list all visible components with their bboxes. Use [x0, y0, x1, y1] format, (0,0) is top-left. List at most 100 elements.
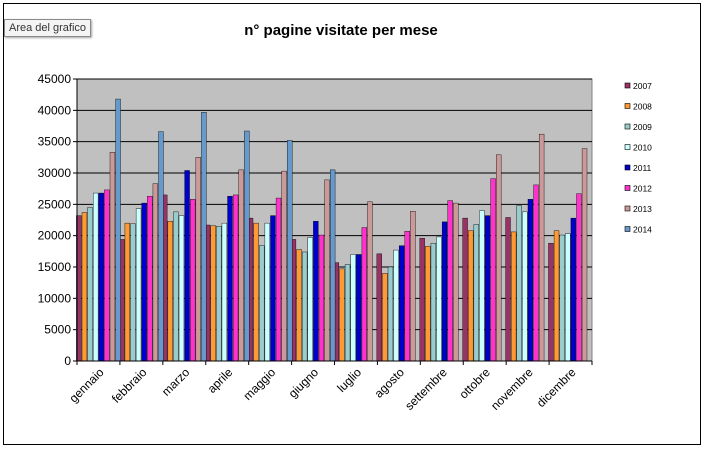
bar-ottobre-2009[interactable] [473, 224, 479, 362]
bar-luglio-2010[interactable] [350, 254, 356, 362]
bar-dicembre-2009[interactable] [559, 234, 565, 362]
bar-maggio-2012[interactable] [275, 197, 282, 362]
bars-group [76, 98, 588, 362]
x-tick-label: aprile [205, 365, 236, 396]
bar-marzo-2008[interactable] [167, 221, 173, 362]
bar-marzo-2012[interactable] [190, 199, 196, 362]
bar-febbraio-2014[interactable] [158, 131, 164, 362]
bar-febbraio-2009[interactable] [130, 223, 136, 362]
legend-label-2007: 2007 [633, 81, 652, 91]
bar-giugno-2013[interactable] [324, 179, 330, 362]
bar-dicembre-2007[interactable] [548, 242, 554, 362]
bar-ottobre-2011[interactable] [484, 215, 491, 362]
bar-maggio-2010[interactable] [264, 222, 270, 362]
bar-luglio-2013[interactable] [367, 201, 373, 362]
bar-settembre-2008[interactable] [425, 246, 431, 362]
bar-marzo-2009[interactable] [173, 211, 179, 362]
bar-febbraio-2013[interactable] [152, 183, 159, 362]
bar-aprile-2009[interactable] [216, 226, 222, 362]
bar-giugno-2010[interactable] [307, 237, 313, 362]
bar-dicembre-2013[interactable] [581, 148, 588, 362]
chart-area-tooltip: Area del grafico [4, 19, 92, 37]
bar-agosto-2010[interactable] [393, 249, 399, 362]
bar-febbraio-2010[interactable] [135, 208, 142, 362]
bar-novembre-2007[interactable] [505, 217, 511, 362]
bar-luglio-2011[interactable] [356, 254, 362, 362]
x-tick-label: febbraio [109, 365, 150, 406]
bar-dicembre-2010[interactable] [565, 233, 571, 362]
chart-area[interactable]: n° pagine visitate per mese 0 5000 10000 15… [3, 3, 701, 445]
bar-agosto-2007[interactable] [376, 253, 382, 362]
bar-marzo-2014[interactable] [201, 112, 207, 362]
bar-dicembre-2012[interactable] [576, 193, 582, 362]
bar-giugno-2014[interactable] [329, 169, 336, 362]
bar-gennaio-2009[interactable] [87, 207, 93, 362]
bar-agosto-2012[interactable] [404, 231, 410, 362]
bar-settembre-2009[interactable] [430, 242, 437, 362]
bar-agosto-2011[interactable] [399, 245, 405, 362]
bar-giugno-2009[interactable] [301, 251, 308, 362]
bar-novembre-2012[interactable] [533, 184, 539, 362]
bar-gennaio-2008[interactable] [81, 212, 88, 362]
bar-gennaio-2012[interactable] [104, 189, 110, 362]
bar-novembre-2010[interactable] [522, 211, 528, 362]
bar-ottobre-2012[interactable] [490, 178, 496, 362]
bar-febbraio-2011[interactable] [141, 202, 147, 362]
bar-novembre-2009[interactable] [516, 205, 522, 362]
bar-novembre-2013[interactable] [538, 133, 545, 362]
legend-swatch-2013 [624, 205, 631, 212]
bar-ottobre-2007[interactable] [462, 217, 468, 362]
bar-gennaio-2010[interactable] [93, 192, 99, 362]
bar-aprile-2014[interactable] [244, 130, 250, 362]
bar-gennaio-2014[interactable] [115, 98, 121, 362]
bar-marzo-2013[interactable] [195, 157, 201, 362]
legend-swatch-2012 [624, 185, 631, 191]
x-tick-labels: gennaio febbraio marzo aprile maggio giugno lu… [66, 365, 578, 413]
bar-settembre-2010[interactable] [436, 236, 442, 362]
bar-maggio-2013[interactable] [281, 170, 287, 362]
bar-novembre-2011[interactable] [527, 199, 534, 362]
bar-novembre-2008[interactable] [510, 231, 517, 362]
bar-aprile-2013[interactable] [238, 169, 244, 362]
legend-label-2014: 2014 [633, 225, 652, 235]
legend-label-2013: 2013 [633, 204, 652, 214]
bar-agosto-2008[interactable] [382, 273, 388, 362]
bar-ottobre-2010[interactable] [479, 210, 485, 362]
bar-agosto-2013[interactable] [410, 211, 416, 362]
bar-aprile-2010[interactable] [221, 222, 228, 362]
y-tick-label: 20000 [38, 229, 72, 243]
bar-febbraio-2012[interactable] [147, 195, 153, 362]
bar-gennaio-2011[interactable] [98, 192, 104, 362]
bar-marzo-2010[interactable] [178, 215, 185, 362]
bar-giugno-2008[interactable] [296, 249, 302, 362]
bar-ottobre-2013[interactable] [496, 154, 502, 362]
bar-dicembre-2011[interactable] [570, 217, 576, 362]
bar-marzo-2011[interactable] [184, 170, 190, 362]
bar-agosto-2009[interactable] [387, 266, 394, 362]
bar-ottobre-2008[interactable] [468, 230, 474, 362]
bar-febbraio-2008[interactable] [124, 222, 131, 362]
bar-luglio-2008[interactable] [339, 268, 345, 362]
bar-settembre-2007[interactable] [419, 237, 425, 362]
bar-dicembre-2008[interactable] [553, 230, 560, 362]
bar-gennaio-2013[interactable] [109, 152, 116, 362]
bar-maggio-2011[interactable] [270, 215, 276, 362]
bar-aprile-2008[interactable] [210, 225, 216, 362]
bar-maggio-2009[interactable] [259, 245, 265, 362]
bar-luglio-2012[interactable] [361, 227, 368, 362]
bar-luglio-2009[interactable] [344, 264, 351, 362]
bar-settembre-2011[interactable] [441, 221, 448, 362]
legend-label-2009: 2009 [633, 122, 652, 132]
bar-settembre-2012[interactable] [447, 200, 453, 362]
y-tick-labels: 0 5000 10000 15000 20000 25000 30000 35000 40000… [38, 72, 72, 368]
bar-settembre-2013[interactable] [453, 202, 459, 362]
bar-aprile-2012[interactable] [232, 194, 239, 362]
chart-title: n° pagine visitate per mese [244, 22, 438, 39]
bar-giugno-2012[interactable] [318, 234, 325, 362]
legend-swatch-2014 [624, 226, 631, 232]
bar-maggio-2014[interactable] [287, 140, 293, 362]
bar-giugno-2011[interactable] [313, 221, 319, 362]
bar-aprile-2011[interactable] [227, 195, 233, 362]
bar-chart: n° pagine visitate per mese 0 5000 10000 15… [38, 22, 678, 413]
bar-maggio-2008[interactable] [253, 222, 259, 362]
